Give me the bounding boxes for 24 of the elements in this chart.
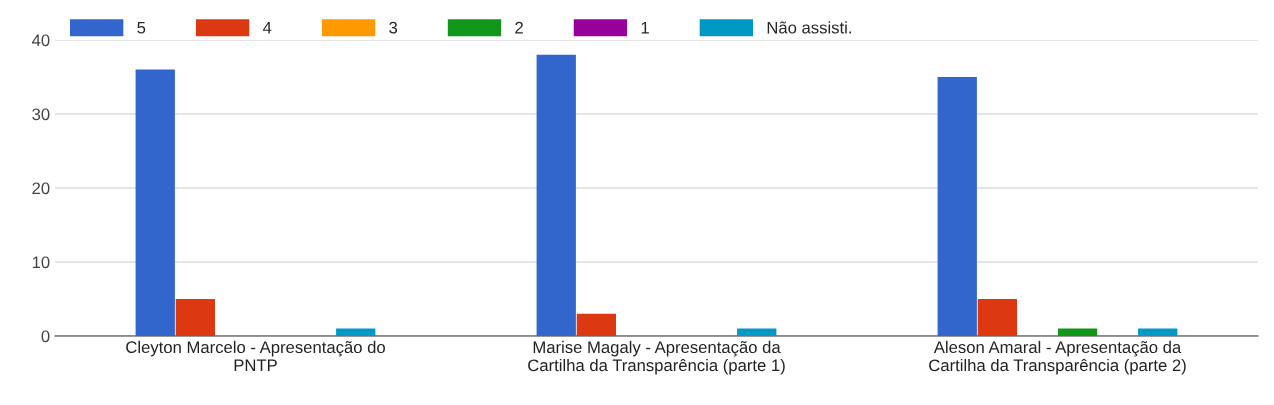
- bar: [576, 313, 616, 336]
- legend-label: 3: [389, 21, 398, 34]
- bar: [937, 77, 977, 336]
- y-tick-label: 0: [41, 330, 50, 343]
- bar: [135, 69, 175, 336]
- y-tick-label: 30: [32, 108, 50, 121]
- bar: [536, 54, 576, 336]
- legend-label: 1: [641, 21, 649, 34]
- y-tick-label: 10: [32, 256, 50, 269]
- x-tick-label: Marise Magaly - Apresentação da Cartilha da Transparência (parte 1): [528, 340, 785, 375]
- legend-label: Não assisti.: [767, 21, 851, 34]
- x-tick-label: Aleson Amaral - Apresentação da Cartilha da Transparência (parte 2): [929, 340, 1186, 375]
- bar: [1057, 328, 1098, 336]
- bar: [1138, 328, 1178, 336]
- bar: [336, 328, 376, 336]
- bar: [175, 299, 215, 336]
- bar: [737, 328, 777, 336]
- legend-label: 4: [262, 21, 272, 34]
- legend-label: 2: [515, 21, 523, 34]
- y-tick-label: 40: [31, 34, 50, 47]
- y-tick-label: 20: [32, 182, 50, 195]
- legend-label: 5: [137, 21, 146, 34]
- x-tick-label: Cleyton Marcelo - Apresentação do PNTP: [126, 340, 385, 371]
- bar: [977, 299, 1017, 336]
